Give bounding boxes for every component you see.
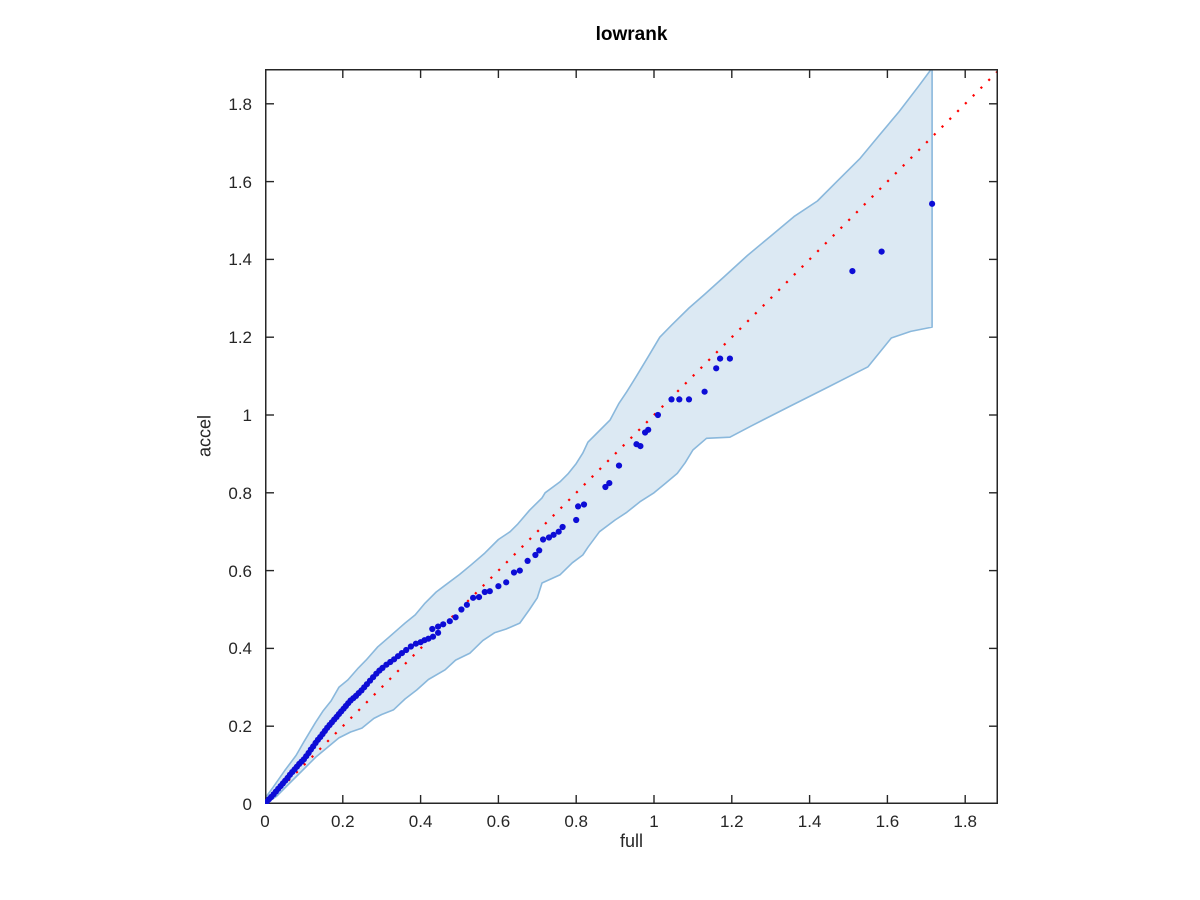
data-point xyxy=(481,588,488,596)
data-point xyxy=(713,365,720,372)
y-tick-label: 0.4 xyxy=(228,639,252,659)
data-point xyxy=(516,567,523,574)
data-point xyxy=(452,614,459,621)
data-point xyxy=(524,557,531,564)
data-point xyxy=(929,200,936,207)
data-point xyxy=(580,501,588,508)
y-tick-label: 1.8 xyxy=(228,94,252,114)
qq-plot-canvas xyxy=(265,69,998,804)
data-point xyxy=(606,480,613,487)
x-axis-label: full xyxy=(619,831,643,851)
data-point xyxy=(878,248,885,255)
data-point xyxy=(676,396,683,403)
data-point xyxy=(429,633,437,640)
y-tick-label: 1 xyxy=(242,406,252,425)
data-point xyxy=(559,523,566,531)
identity-line xyxy=(265,69,998,804)
y-tick-label: 0.6 xyxy=(228,561,252,581)
data-point xyxy=(685,396,693,403)
x-tick-label: 1.2 xyxy=(719,812,744,831)
y-tick-label: 0 xyxy=(242,795,252,814)
confidence-band xyxy=(265,69,933,804)
data-point xyxy=(555,528,562,535)
x-tick-label: 1.4 xyxy=(797,812,822,831)
data-point xyxy=(446,618,453,625)
data-point xyxy=(602,483,609,491)
data-point xyxy=(545,534,553,541)
y-tick-label: 0.2 xyxy=(228,717,252,737)
plot-box xyxy=(265,69,998,804)
x-tick-label: 0 xyxy=(260,812,270,831)
data-point xyxy=(573,516,580,524)
x-tick-label: 0.4 xyxy=(408,812,433,831)
y-tick-label: 0.8 xyxy=(228,483,252,503)
data-point xyxy=(486,588,493,595)
data-point xyxy=(440,621,447,628)
data-point xyxy=(429,625,436,633)
data-point xyxy=(717,355,724,362)
y-tick-label: 1.4 xyxy=(228,250,252,270)
data-point xyxy=(550,531,557,538)
data-point xyxy=(407,643,414,650)
x-tick-label: 0.8 xyxy=(564,812,588,831)
data-point xyxy=(403,646,410,654)
data-point xyxy=(532,551,539,559)
data-point xyxy=(575,503,582,510)
x-tick-label: 0.6 xyxy=(486,812,511,831)
data-point xyxy=(510,569,518,576)
data-point xyxy=(412,640,419,647)
y-tick-label: 1.6 xyxy=(228,172,252,192)
data-point xyxy=(435,623,442,630)
scatter-points xyxy=(265,200,936,804)
data-point xyxy=(654,411,661,419)
data-point xyxy=(540,536,547,543)
data-point xyxy=(470,594,477,601)
data-point xyxy=(503,579,510,586)
plot-title: lowrank xyxy=(595,24,668,45)
y-tick-label: 1.2 xyxy=(228,328,252,348)
data-point xyxy=(495,583,502,590)
data-point xyxy=(849,268,856,275)
x-tick-label: 1 xyxy=(649,812,659,831)
x-tick-label: 0.2 xyxy=(330,812,355,831)
data-point xyxy=(668,396,675,403)
x-tick-label: 1.8 xyxy=(953,812,977,831)
data-point xyxy=(637,443,644,450)
data-point xyxy=(458,606,465,613)
data-point xyxy=(475,594,483,601)
data-point xyxy=(435,629,442,636)
x-tick-label: 1.6 xyxy=(875,812,900,831)
data-point xyxy=(701,388,708,395)
data-point xyxy=(645,426,652,433)
data-point xyxy=(615,462,623,469)
data-point xyxy=(463,601,470,608)
data-point xyxy=(536,547,543,554)
data-point xyxy=(398,650,405,657)
data-point xyxy=(726,355,733,362)
